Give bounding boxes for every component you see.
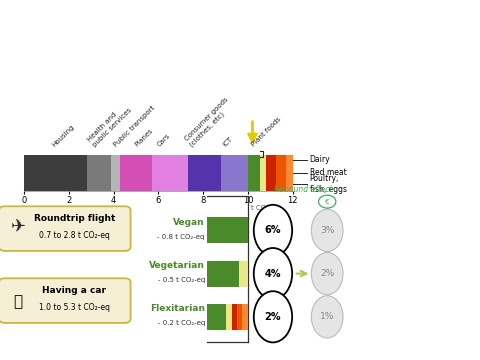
Bar (286, 155, 303, 191)
Text: Planes: Planes (134, 127, 155, 148)
Bar (227, 304, 232, 330)
Bar (24, 155, 87, 191)
Text: 4%: 4% (264, 269, 281, 279)
Text: €: € (325, 199, 329, 204)
Bar (276, 155, 286, 191)
Ellipse shape (254, 248, 292, 299)
Text: 2%: 2% (264, 312, 281, 322)
Text: 1.0 to 5.3 t CO₂-eq: 1.0 to 5.3 t CO₂-eq (39, 302, 110, 311)
Bar (207, 304, 227, 330)
Bar (221, 155, 248, 191)
Text: 6%: 6% (264, 225, 281, 235)
Ellipse shape (254, 205, 292, 256)
Text: Vegetarian: Vegetarian (149, 261, 205, 270)
Text: Red meat: Red meat (310, 168, 347, 177)
Text: Rebound effect: Rebound effect (274, 185, 333, 194)
Bar (207, 217, 248, 243)
Text: Flexitarian: Flexitarian (150, 305, 205, 313)
Text: Having a car: Having a car (42, 286, 107, 295)
Text: Health and
public services: Health and public services (86, 102, 132, 148)
Bar (248, 155, 260, 191)
Text: - 0.5 t CO₂-eq: - 0.5 t CO₂-eq (157, 277, 205, 283)
Ellipse shape (254, 291, 292, 342)
Bar (260, 155, 266, 191)
Ellipse shape (312, 209, 343, 252)
Bar (87, 155, 111, 191)
Text: Plant foods: Plant foods (251, 116, 282, 148)
Text: 1%: 1% (320, 312, 335, 321)
Text: 2%: 2% (320, 269, 335, 278)
Text: Consumer goods
(clothes, etc): Consumer goods (clothes, etc) (183, 96, 235, 148)
Text: - 0.2 t CO₂-eq: - 0.2 t CO₂-eq (157, 320, 205, 326)
Bar (232, 304, 238, 330)
Text: Cars: Cars (156, 132, 172, 148)
Text: Poultry,
fish, eggs: Poultry, fish, eggs (310, 174, 347, 194)
Text: 3%: 3% (320, 226, 335, 235)
Ellipse shape (312, 296, 343, 338)
Bar (120, 155, 152, 191)
FancyBboxPatch shape (0, 206, 131, 251)
Ellipse shape (312, 252, 343, 295)
Text: Public transport: Public transport (113, 104, 156, 148)
Bar (207, 261, 239, 287)
FancyBboxPatch shape (0, 278, 131, 323)
Text: Roundtrip flight: Roundtrip flight (34, 214, 115, 223)
Bar (266, 155, 276, 191)
Text: 0.7 to 2.8 t CO₂-eq: 0.7 to 2.8 t CO₂-eq (39, 231, 110, 240)
Bar (242, 304, 248, 330)
Bar (238, 304, 242, 330)
Text: ICT: ICT (221, 136, 233, 148)
Bar (152, 155, 188, 191)
Bar (111, 155, 120, 191)
Text: Dairy: Dairy (310, 155, 330, 164)
Text: Vegan: Vegan (173, 218, 205, 227)
Bar (239, 261, 248, 287)
Bar (188, 155, 221, 191)
Text: - 0.8 t CO₂-eq: - 0.8 t CO₂-eq (157, 234, 205, 240)
Text: ✈: ✈ (11, 219, 26, 237)
Text: Housing: Housing (51, 123, 75, 148)
Text: 🚗: 🚗 (13, 294, 23, 309)
Text: t CO₂-eq: t CO₂-eq (252, 205, 280, 211)
